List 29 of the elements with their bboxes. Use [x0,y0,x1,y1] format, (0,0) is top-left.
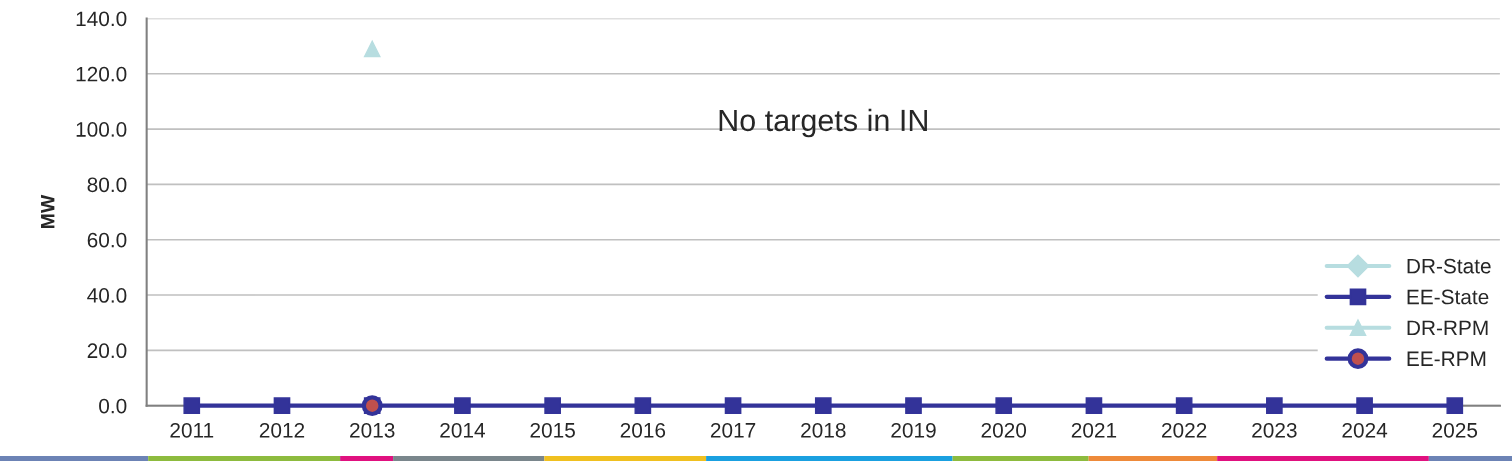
annotation: No targets in IN [719,108,927,138]
x-tick-label: 2017 [710,422,756,438]
x-tick-label: 2022 [1162,422,1207,438]
y-axis-title: MW [41,194,55,229]
y-tick-label: 120.0 [76,66,127,82]
x-tick-label: 2013 [350,422,395,438]
legend-label: EE-RPM [1407,351,1486,366]
x-tick-label: 2018 [801,422,846,438]
x-tick-label: 2021 [1071,422,1117,438]
y-tick-label: 80.0 [87,177,127,193]
y-tick-label: 20.0 [87,343,127,359]
y-tick-label: 40.0 [87,288,127,303]
x-tick-label: 2023 [1252,422,1297,438]
x-tick-label: 2011 [170,422,214,438]
legend-label: EE-State [1407,289,1489,305]
legend-label: DR-State [1407,258,1491,274]
x-tick-label: 2016 [620,422,666,438]
y-tick-label: 0.0 [99,398,127,414]
y-tick-label: 100.0 [76,122,127,137]
y-tick-label: 140.0 [76,11,127,27]
x-tick-label: 2012 [259,422,305,438]
x-tick-label: 2020 [981,422,1027,438]
y-tick-label: 60.0 [87,232,127,248]
x-tick-label: 2024 [1342,422,1388,438]
x-tick-label: 2019 [891,422,936,438]
legend-label: DR-RPM [1407,320,1488,336]
x-tick-label: 2025 [1432,422,1478,438]
x-tick-label: 2015 [530,422,575,438]
x-tick-label: 2014 [440,422,485,438]
